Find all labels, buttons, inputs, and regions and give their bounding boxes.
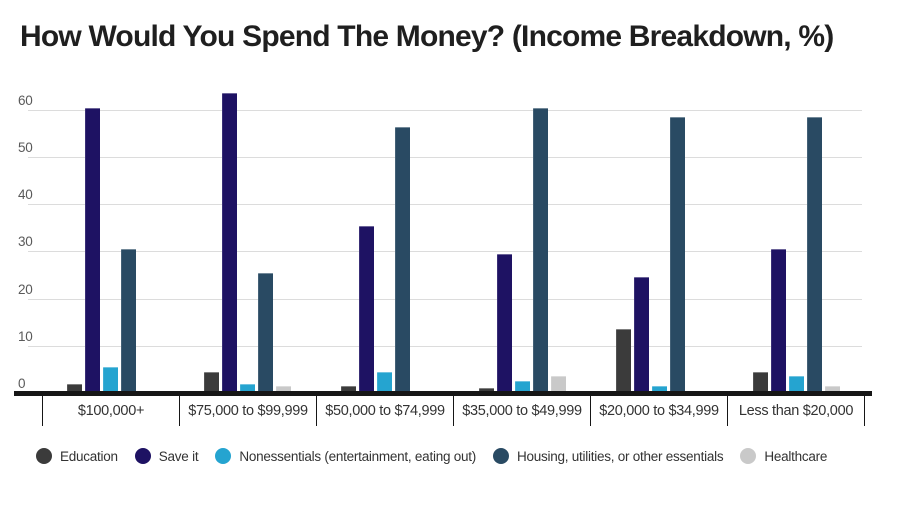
bar-group-less-than-20-000	[728, 88, 865, 393]
x-axis-cell: $20,000 to $34,999	[590, 395, 727, 426]
y-tick-label: 50	[18, 140, 33, 156]
bar-save-it[interactable]	[85, 108, 101, 393]
y-tick-label: 30	[18, 234, 33, 250]
category-label-35-000-to-49-999: $35,000 to $49,999	[462, 402, 582, 419]
legend-swatch-icon	[36, 448, 52, 464]
bar-save-it[interactable]	[770, 249, 786, 393]
bar-nonessentials-entertainment-eating-out[interactable]	[788, 376, 804, 393]
bar-nonessentials-entertainment-eating-out[interactable]	[103, 367, 119, 393]
y-tick-label: 10	[18, 328, 33, 344]
bar-nonessentials-entertainment-eating-out[interactable]	[240, 384, 256, 393]
x-axis-cell: $75,000 to $99,999	[179, 395, 316, 426]
bar-housing-utilities-or-other-essentials[interactable]	[395, 127, 411, 393]
bar-group-20-000-to-34-999	[591, 88, 728, 393]
legend-item-housing-utilities-or-other-essentials: Housing, utilities, or other essentials	[492, 448, 724, 464]
bar-housing-utilities-or-other-essentials[interactable]	[258, 273, 274, 393]
bar-education[interactable]	[615, 329, 631, 393]
category-label-75-000-to-99-999: $75,000 to $99,999	[188, 402, 308, 419]
gridline	[28, 298, 862, 300]
x-axis-cell: $100,000+	[42, 395, 179, 426]
bar-save-it[interactable]	[359, 226, 375, 393]
legend-label: Housing, utilities, or other essentials	[516, 448, 724, 464]
legend-item-nonessentials-entertainment-eating-out: Nonessentials (entertainment, eating out…	[215, 448, 476, 464]
legend-item-save-it: Save it	[134, 448, 199, 464]
bar-save-it[interactable]	[633, 277, 649, 393]
bar-healthcare[interactable]	[550, 376, 566, 393]
bar-housing-utilities-or-other-essentials[interactable]	[121, 249, 137, 393]
bar-housing-utilities-or-other-essentials[interactable]	[806, 117, 822, 393]
legend: Education Save it Nonessentials (entertain…	[36, 448, 827, 464]
bar-group-100-000	[42, 88, 179, 393]
category-label-50-000-to-74-999: $50,000 to $74,999	[325, 402, 445, 419]
category-label-20-000-to-34-999: $20,000 to $34,999	[599, 402, 719, 419]
bar-nonessentials-entertainment-eating-out[interactable]	[514, 381, 530, 393]
category-label-less-than-20-000: Less than $20,000	[738, 402, 854, 419]
legend-swatch-icon	[492, 448, 509, 464]
bar-save-it[interactable]	[496, 254, 512, 393]
bar-education[interactable]	[204, 372, 220, 393]
bar-housing-utilities-or-other-essentials[interactable]	[532, 108, 548, 393]
legend-label: Education	[60, 448, 118, 464]
bar-education[interactable]	[67, 384, 83, 393]
y-tick-label: 20	[18, 281, 33, 297]
x-axis-cell: Less than $20,000	[727, 395, 864, 426]
y-tick-label: 40	[18, 187, 33, 203]
bar-save-it[interactable]	[222, 93, 238, 393]
bar-education[interactable]	[478, 388, 494, 393]
bar-healthcare[interactable]	[276, 386, 292, 393]
y-tick-label: 0	[18, 376, 26, 391]
legend-item-education: Education	[36, 448, 118, 464]
x-axis-line	[14, 391, 872, 396]
bar-group-35-000-to-49-999	[454, 88, 591, 393]
legend-swatch-icon	[134, 448, 151, 464]
legend-label: Save it	[158, 448, 199, 464]
bar-nonessentials-entertainment-eating-out[interactable]	[651, 386, 667, 393]
legend-label: Nonessentials (entertainment, eating out…	[239, 448, 476, 464]
legend-swatch-icon	[740, 448, 757, 464]
chart-title: How Would You Spend The Money? (Income B…	[20, 20, 834, 53]
x-axis-cell: $35,000 to $49,999	[453, 395, 590, 426]
bar-nonessentials-entertainment-eating-out[interactable]	[377, 372, 393, 393]
category-label-100-000: $100,000+	[77, 402, 145, 419]
gridline	[28, 204, 862, 206]
bar-education[interactable]	[341, 386, 357, 393]
x-axis-band: $100,000+ $75,000 to $99,999 $50,000 to $7…	[42, 395, 865, 426]
gridline	[28, 109, 862, 111]
bar-group-50-000-to-74-999	[316, 88, 453, 393]
legend-swatch-icon	[215, 448, 232, 464]
bar-healthcare[interactable]	[824, 386, 840, 393]
bar-group-75-000-to-99-999	[179, 88, 316, 393]
gridline	[28, 251, 862, 253]
bar-housing-utilities-or-other-essentials[interactable]	[669, 117, 685, 393]
gridline	[28, 345, 862, 347]
legend-label: Healthcare	[764, 448, 828, 464]
gridline	[28, 157, 862, 159]
y-tick-label: 60	[18, 92, 33, 108]
legend-item-healthcare: Healthcare	[740, 448, 827, 464]
x-axis-cell: $50,000 to $74,999	[316, 395, 453, 426]
bar-education[interactable]	[752, 372, 768, 393]
